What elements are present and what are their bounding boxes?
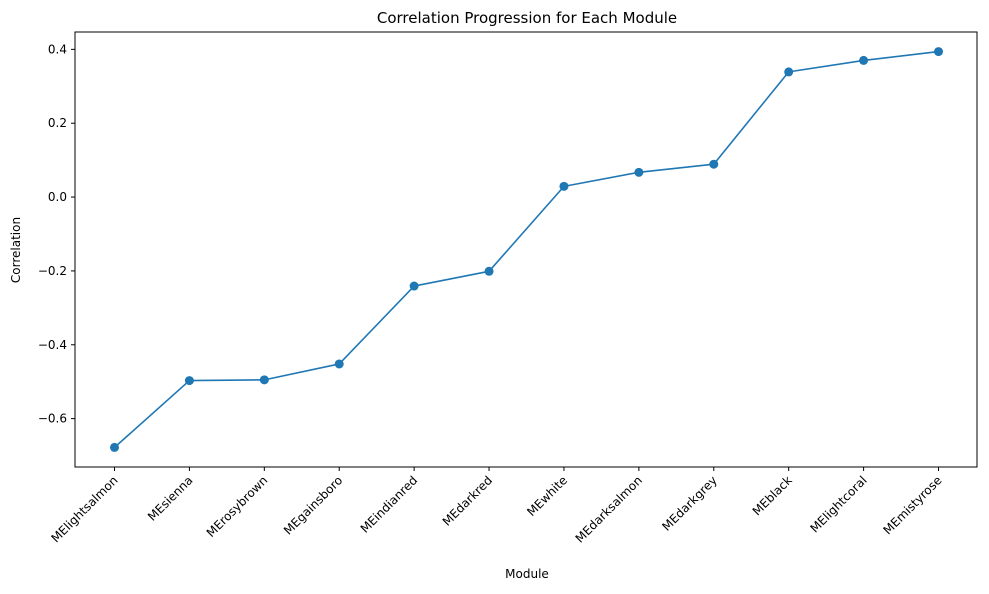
data-point — [484, 266, 494, 276]
data-point — [634, 167, 644, 177]
data-point — [559, 181, 569, 191]
data-point — [334, 359, 344, 369]
y-tick-label: 0.2 — [48, 116, 67, 130]
y-axis: −0.6 −0.4 −0.2 0.0 0.2 0.4 — [38, 42, 75, 426]
data-point — [784, 67, 794, 77]
plot-area — [110, 47, 943, 452]
data-point — [934, 47, 943, 57]
y-tick-label: −0.6 — [38, 412, 67, 426]
y-tick-label: 0.4 — [48, 42, 67, 56]
y-tick-label: 0.0 — [48, 190, 67, 204]
data-point — [409, 281, 419, 291]
y-axis-title: Correlation — [9, 217, 23, 283]
data-point — [184, 376, 194, 386]
y-tick-label: −0.4 — [38, 338, 67, 352]
plot-frame — [74, 31, 978, 468]
data-point — [709, 159, 719, 169]
data-point — [259, 375, 269, 385]
data-point — [859, 55, 869, 65]
y-tick-label: −0.2 — [38, 264, 67, 278]
data-point — [110, 442, 119, 452]
series-line — [113, 50, 939, 449]
chart-title: Correlation Progression for Each Module — [377, 9, 677, 27]
x-axis-title: Module — [505, 567, 549, 581]
